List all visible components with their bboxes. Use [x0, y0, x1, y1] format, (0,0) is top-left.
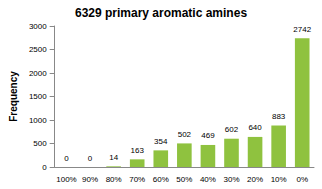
- svg-text:0: 0: [64, 154, 69, 163]
- svg-text:1500: 1500: [29, 92, 47, 101]
- svg-text:1000: 1000: [29, 116, 47, 125]
- svg-text:2000: 2000: [29, 69, 47, 78]
- svg-text:0: 0: [42, 163, 47, 172]
- svg-text:2742: 2742: [293, 25, 311, 34]
- svg-text:Frequency: Frequency: [8, 71, 19, 122]
- svg-text:3000: 3000: [29, 22, 47, 31]
- svg-text:70%: 70%: [129, 175, 145, 184]
- svg-text:80%: 80%: [106, 175, 122, 184]
- svg-text:500: 500: [33, 139, 47, 148]
- svg-text:0%: 0%: [296, 175, 308, 184]
- svg-text:10%: 10%: [271, 175, 287, 184]
- svg-text:30%: 30%: [223, 175, 239, 184]
- svg-text:602: 602: [225, 125, 239, 134]
- svg-text:20%: 20%: [247, 175, 263, 184]
- svg-text:502: 502: [178, 130, 192, 139]
- svg-text:2500: 2500: [29, 45, 47, 54]
- svg-text:60%: 60%: [153, 175, 169, 184]
- svg-text:354: 354: [154, 137, 168, 146]
- svg-text:14: 14: [109, 153, 118, 162]
- svg-text:100%: 100%: [56, 175, 76, 184]
- svg-text:90%: 90%: [82, 175, 98, 184]
- svg-text:883: 883: [272, 112, 286, 121]
- svg-text:50%: 50%: [176, 175, 192, 184]
- svg-text:6329 primary aromatic amines: 6329 primary aromatic amines: [75, 6, 247, 20]
- svg-text:0: 0: [88, 154, 93, 163]
- svg-text:469: 469: [201, 131, 215, 140]
- svg-text:163: 163: [131, 146, 145, 155]
- svg-text:640: 640: [248, 123, 262, 132]
- svg-text:40%: 40%: [200, 175, 216, 184]
